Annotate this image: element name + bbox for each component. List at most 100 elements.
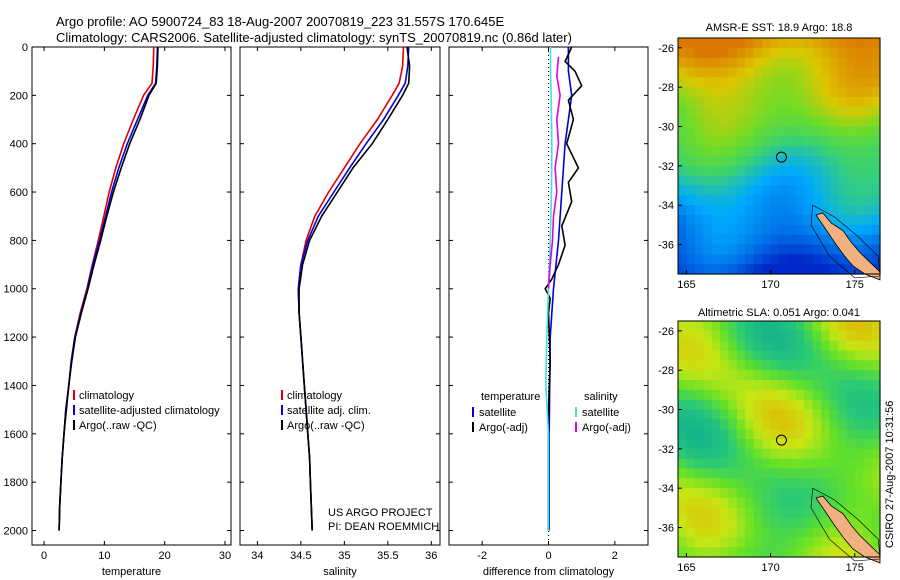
map-cell [770,116,780,128]
map-cell [711,458,721,470]
map-cell [795,205,805,216]
map-cell [694,380,704,391]
map-cell [837,106,847,118]
map-cell [854,458,864,470]
map-cell [812,97,822,108]
map-cell [711,77,721,88]
map-cell [703,321,713,332]
map-cell [787,350,797,361]
map-cell [720,146,730,157]
map-cell [678,419,687,430]
map-cell [837,429,847,440]
map-cell [736,195,746,206]
map-cell [795,126,805,137]
map-cell [795,87,805,98]
map-cell [787,224,797,236]
map-cell [678,224,687,236]
map-cell [829,458,839,470]
map-cell [795,547,805,558]
map-cell [779,77,788,88]
map-cell [812,380,822,391]
map-cell [863,136,873,147]
map-cell [871,389,881,401]
map-cell [694,468,704,479]
map-cell [728,517,738,529]
map-cell [753,97,763,108]
map-cell [871,439,881,450]
map-cell [694,57,704,69]
legend-label: climatology [287,390,343,402]
map-cell [770,330,780,342]
map-cell [871,234,881,246]
map-cell [736,136,746,147]
map-cell [753,507,763,519]
map-cell [812,340,822,352]
map-cell [703,409,713,420]
map-cell [678,498,687,509]
map-cell [837,340,847,352]
map-cell [779,67,788,78]
x-axis-label: salinity [323,566,357,578]
map-cell [678,380,687,391]
map-cell [694,448,704,460]
map-cell [703,87,713,98]
map-cell [720,380,730,391]
map-cell [728,156,738,167]
map-cell [720,537,730,548]
map-cell [703,224,713,236]
map-cell [703,537,713,548]
map-cell [804,224,814,236]
map-cell [694,360,704,371]
series-line [58,46,159,531]
map-cell [821,547,831,558]
map-cell [720,468,730,479]
map-cell [678,205,687,216]
map-cell [829,370,839,381]
map-cell [779,136,788,147]
map-cell [711,468,721,479]
map-cell [703,57,713,69]
map-cell [703,468,713,479]
map-cell [762,234,772,246]
map-cell [686,136,696,147]
map-cell [745,517,755,529]
map-cell [694,389,704,401]
map-cell [846,360,856,371]
map-cell [762,517,772,529]
map-cell [871,185,881,196]
map-cell [694,87,704,98]
map-cell [753,478,763,489]
map-cell [770,409,780,420]
map-cell [854,205,864,216]
map-cell [779,146,788,157]
map-cell [846,370,856,381]
land-mass [815,495,881,564]
map-cell [854,330,864,342]
map-cell [745,429,755,440]
map-cell [753,547,763,558]
map-cell [728,175,738,187]
map-cell [787,399,797,411]
map-cell [762,399,772,411]
x-axis-label: temperature [102,566,161,578]
map-cell [804,106,814,118]
map-cell [753,468,763,479]
map-cell [745,185,755,196]
map-cell [787,47,797,59]
map-cell [829,399,839,411]
map-cell [804,370,814,381]
map-cell [694,330,704,342]
map-cell [703,507,713,519]
map-cell [871,205,881,216]
map-cell [812,264,822,275]
map-cell [829,488,839,499]
map-cell [686,244,696,255]
map-cell [728,57,738,69]
map-cell [812,57,822,69]
argo-position-marker [775,434,787,446]
map-cell [863,47,873,59]
map-cell [720,106,730,118]
map-cell [694,136,704,147]
map-cell [703,360,713,371]
map-cell [804,215,814,226]
